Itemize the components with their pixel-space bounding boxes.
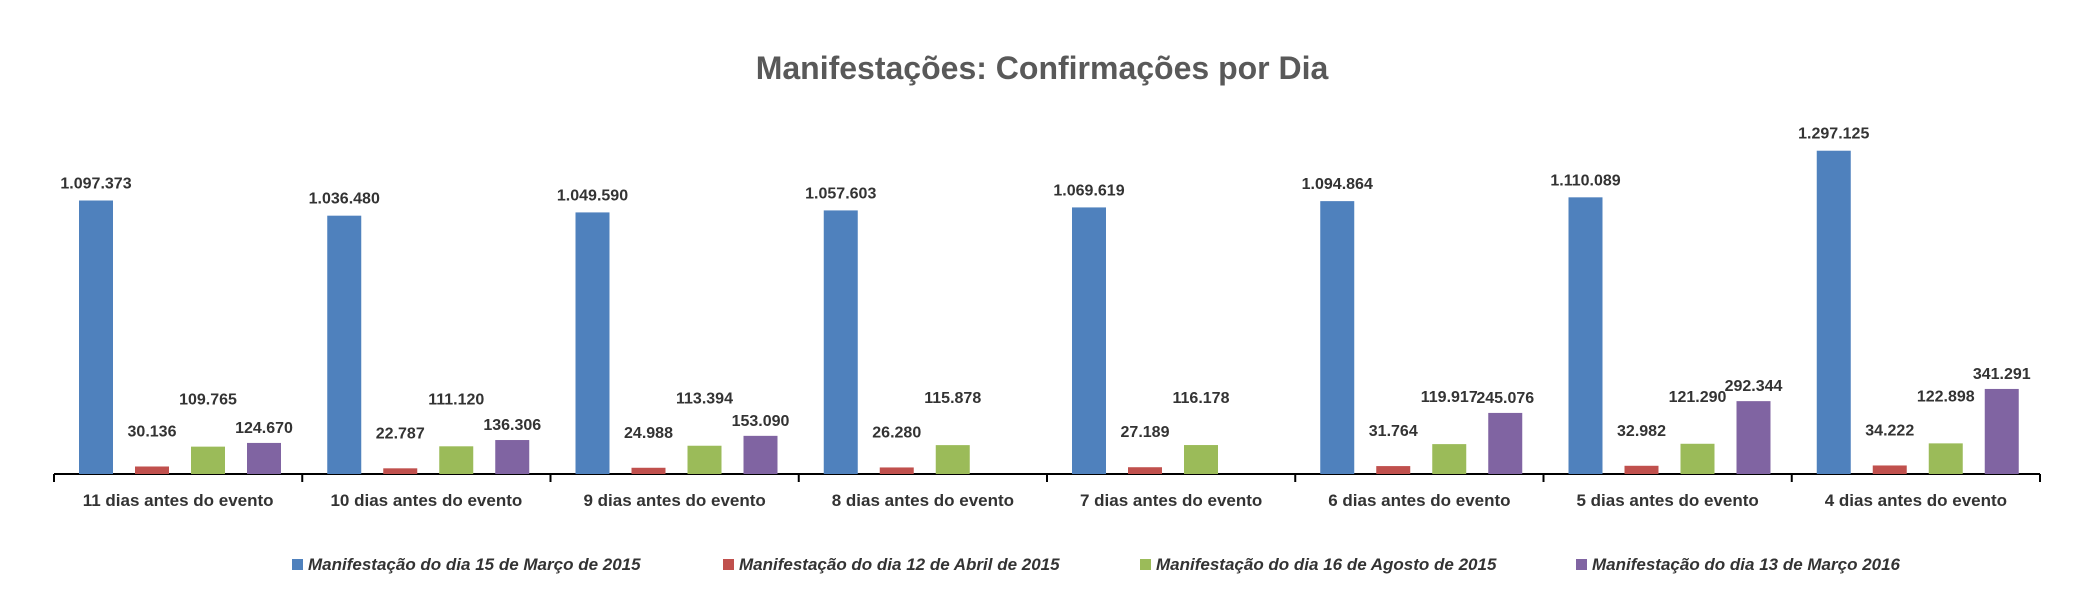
legend-label: Manifestação do dia 15 de Março de 2015 (308, 555, 641, 574)
data-label: 1.069.619 (1053, 182, 1124, 199)
data-label: 113.394 (676, 391, 733, 408)
data-label: 136.306 (483, 417, 541, 434)
bar-series-3 (1432, 444, 1467, 474)
data-label: 22.787 (376, 425, 425, 442)
bar-series-4 (743, 435, 778, 474)
x-tick-label: 7 dias antes do evento (1080, 491, 1262, 510)
data-label: 109.765 (179, 392, 237, 409)
bar-series-2 (383, 468, 418, 474)
data-label: 153.090 (732, 413, 790, 430)
data-label: 31.764 (1369, 423, 1418, 440)
data-label: 1.094.864 (1302, 176, 1373, 193)
bar-series-2 (1376, 466, 1411, 474)
data-label: 122.898 (1917, 388, 1975, 405)
legend-label: Manifestação do dia 12 de Abril de 2015 (739, 555, 1060, 574)
legend-label: Manifestação do dia 16 de Agosto de 2015 (1156, 555, 1497, 574)
bar-series-4 (247, 442, 281, 474)
bar-series-2 (879, 467, 914, 474)
bar-series-1 (1072, 207, 1106, 474)
data-label: 292.344 (1725, 378, 1783, 395)
bar-series-3 (935, 445, 970, 474)
data-label: 1.297.125 (1798, 126, 1869, 143)
bar-series-1 (1320, 201, 1355, 474)
bar-series-1 (1568, 197, 1603, 474)
data-label: 34.222 (1865, 422, 1914, 439)
data-label: 1.110.089 (1550, 172, 1620, 189)
x-tick-label: 6 dias antes do evento (1328, 491, 1510, 510)
data-label: 116.178 (1173, 390, 1230, 407)
chart-title: Manifestações: Confirmações por Dia (755, 50, 1329, 86)
bar-series-1 (79, 200, 113, 474)
legend-label: Manifestação do dia 13 de Março 2016 (1592, 555, 1901, 574)
bar-series-3 (687, 445, 722, 474)
bar-series-4 (1736, 401, 1771, 474)
data-label: 27.189 (1121, 424, 1170, 441)
bar-series-2 (135, 466, 169, 474)
bar-series-4 (1488, 412, 1523, 474)
bar-series-3 (439, 446, 474, 474)
data-label: 115.878 (924, 390, 981, 407)
bar-series-3 (191, 446, 225, 474)
data-label: 1.057.603 (805, 185, 876, 202)
data-label: 111.120 (428, 391, 484, 408)
legend-swatch (1576, 559, 1587, 570)
data-label: 32.982 (1617, 423, 1666, 440)
bar-series-2 (1872, 465, 1907, 474)
x-tick-label: 11 dias antes do evento (83, 491, 274, 510)
bar-series-3 (1184, 445, 1218, 474)
data-label: 26.280 (872, 424, 921, 441)
x-tick-label: 10 dias antes do evento (330, 491, 522, 510)
data-label: 119.917 (1421, 389, 1478, 406)
data-label: 1.049.590 (557, 187, 628, 204)
data-label: 124.670 (235, 420, 293, 437)
bar-series-2 (631, 467, 666, 474)
bar-series-2 (1624, 465, 1659, 474)
data-label: 121.290 (1669, 389, 1727, 406)
x-tick-label: 8 dias antes do evento (832, 491, 1014, 510)
x-tick-label: 4 dias antes do evento (1825, 491, 2007, 510)
legend-swatch (723, 559, 734, 570)
data-label: 24.988 (624, 425, 673, 442)
bar-series-1 (1816, 150, 1851, 474)
x-tick-label: 9 dias antes do evento (583, 491, 765, 510)
bar-series-3 (1680, 443, 1715, 474)
legend-swatch (292, 559, 303, 570)
data-label: 1.036.480 (309, 191, 380, 208)
data-label: 341.291 (1973, 366, 2031, 383)
bar-series-1 (575, 212, 610, 474)
bar-series-1 (823, 210, 858, 475)
data-label: 245.076 (1476, 390, 1534, 407)
data-label: 1.097.373 (60, 176, 131, 193)
bar-series-1 (327, 215, 362, 474)
x-tick-label: 5 dias antes do evento (1576, 491, 1758, 510)
bar-series-4 (1984, 388, 2019, 474)
legend-swatch (1140, 559, 1151, 570)
bar-series-3 (1928, 443, 1963, 474)
bar-series-2 (1128, 467, 1162, 474)
data-label: 30.136 (128, 423, 177, 440)
bar-series-4 (495, 440, 530, 474)
